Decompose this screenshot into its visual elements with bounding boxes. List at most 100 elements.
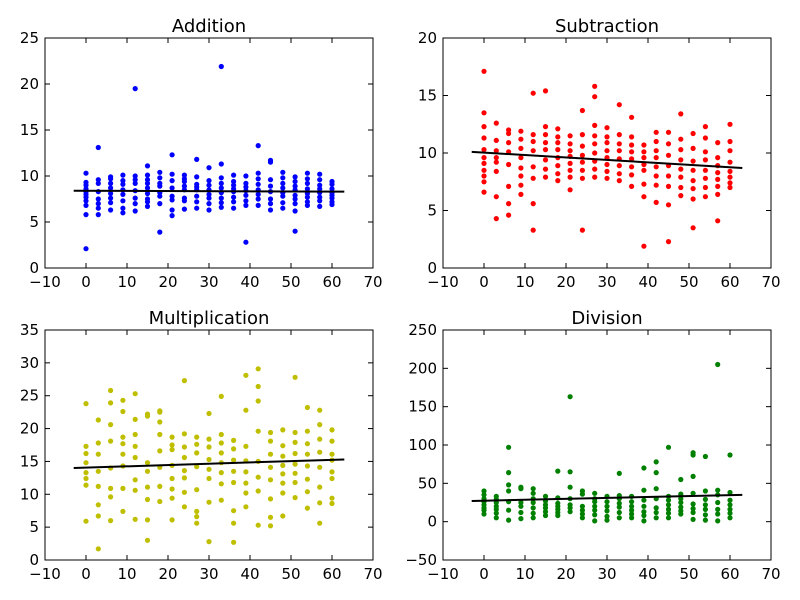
data-point [231,194,237,200]
data-point [218,63,224,70]
axes-frame [442,329,772,561]
data-point [144,484,151,490]
data-point [641,142,647,148]
data-point [690,196,696,202]
data-point [493,120,499,126]
data-point [641,149,647,155]
x-tick-label: 0 [479,565,489,583]
data-point [83,179,89,185]
data-point [206,201,212,207]
data-point [653,505,659,511]
data-point [243,480,249,486]
data-point [95,440,101,446]
data-point [616,470,622,476]
data-point [304,180,310,186]
y-tick-label: 20 [418,29,437,47]
data-point [481,147,487,153]
data-point [702,488,709,494]
data-point [506,470,512,476]
data-point [280,471,286,477]
data-point [292,495,298,501]
data-point [231,479,237,486]
data-point [665,502,672,508]
data-point [481,155,487,161]
data-point [530,227,536,233]
data-point [665,239,672,245]
data-point [194,520,200,526]
data-point [629,183,635,189]
data-point [530,164,536,170]
data-point [616,102,622,108]
x-tick-label: 40 [638,273,657,291]
data-point [481,110,487,116]
data-point [95,212,101,218]
data-point [518,173,524,179]
data-point [292,439,298,445]
data-point [702,175,709,181]
data-point [579,507,586,513]
data-point [157,419,163,425]
data-point [144,163,151,169]
data-point [665,515,672,521]
trend-line [471,150,743,169]
data-point [218,180,224,186]
data-point [702,194,709,200]
data-point [530,138,536,145]
data-point [292,201,298,207]
data-point [530,175,536,181]
data-point [542,174,549,180]
x-tick-label: 10 [515,565,534,583]
data-point [292,183,298,189]
data-point [690,490,696,496]
data-point [641,503,647,509]
data-point [108,185,114,191]
data-point [231,457,237,463]
x-tick-label: 60 [322,273,341,291]
data-point [243,180,249,186]
data-point [280,185,286,191]
data-point [95,144,101,151]
data-point [665,510,672,516]
data-point [243,239,249,245]
data-point [715,170,721,176]
data-point [542,512,549,519]
data-point [530,490,536,496]
data-point [506,140,512,146]
data-point [194,464,200,470]
data-point [169,486,175,492]
data-point [506,183,512,189]
data-point [218,175,224,181]
x-tick-label: 10 [515,273,534,291]
data-point [144,180,151,186]
data-point [604,161,610,168]
data-point [727,121,733,127]
data-point [690,158,696,164]
data-point [690,506,696,512]
data-point [83,246,89,252]
data-point [317,449,323,455]
data-point [715,140,721,146]
y-tick-label: −50 [405,551,437,569]
data-point [157,229,163,235]
trend-line [73,458,345,469]
data-point [329,495,335,501]
y-tick-label: 15 [20,121,39,139]
data-point [481,492,487,498]
data-point [231,468,237,474]
data-point [243,173,249,179]
data-point [95,417,101,423]
data-point [83,443,89,449]
data-point [530,486,536,492]
data-point [194,487,200,493]
data-point [144,190,151,197]
data-point [132,86,138,92]
data-point [83,450,89,457]
data-point [317,198,323,204]
data-point [120,198,126,204]
data-point [641,181,647,187]
data-point [108,518,114,524]
data-point [665,173,672,179]
data-point [243,490,249,496]
data-point [702,149,709,155]
data-point [108,422,114,428]
